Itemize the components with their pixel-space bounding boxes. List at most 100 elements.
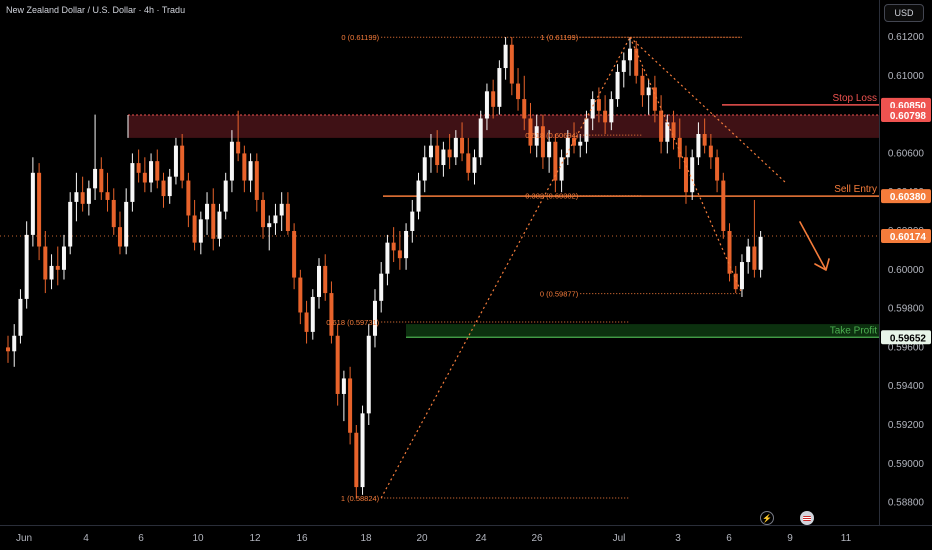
levels-layer: Stop Loss Sell Entry Take Profit — [0, 93, 879, 338]
candle-body — [161, 180, 166, 197]
candle-body — [323, 265, 328, 294]
currency-button[interactable]: USD — [884, 4, 924, 22]
trend-line — [629, 36, 786, 183]
tp-zone — [406, 324, 879, 338]
candle-body — [186, 180, 191, 216]
candle-body — [609, 99, 614, 123]
candle-body — [565, 137, 570, 158]
candle-body — [111, 199, 116, 228]
candle-body — [690, 157, 695, 193]
candle-body — [578, 141, 583, 146]
candle-body — [192, 215, 197, 243]
trend-line — [380, 36, 631, 499]
x-tick-label: 6 — [138, 533, 144, 544]
us-flag-icon[interactable] — [800, 511, 814, 525]
candle-body — [298, 277, 303, 313]
level-label: Stop Loss — [833, 93, 877, 104]
candle-body — [435, 145, 440, 166]
zones-layer — [127, 114, 879, 338]
candle-body — [304, 312, 309, 332]
price-badge-label: 0.60380 — [890, 192, 927, 203]
lightning-icon[interactable]: ⚡ — [760, 511, 774, 525]
candle-body — [211, 203, 216, 239]
candle-body — [348, 378, 353, 433]
fib-label: 0 (0.61199) — [341, 33, 379, 42]
candle-body — [279, 203, 284, 216]
candle-body — [590, 99, 595, 119]
candle-body — [416, 180, 421, 212]
candle-body — [752, 246, 757, 270]
candle-body — [74, 192, 79, 202]
time-axis[interactable]: Jun 4 6 10 12 16 18 20 24 26 Jul 3 6 9 11 — [16, 533, 852, 544]
y-tick-label: 0.59200 — [888, 420, 925, 431]
candle-body — [80, 192, 85, 204]
candle-body — [503, 44, 508, 69]
price-badge-label: 0.60850 — [890, 101, 927, 112]
candle-body — [68, 201, 73, 247]
candle-body — [460, 137, 465, 154]
price-badge — [881, 229, 931, 244]
candle-body — [478, 118, 483, 158]
price-badge — [881, 107, 931, 122]
candle-body — [354, 432, 359, 488]
candle-body — [30, 172, 35, 235]
candle-body — [43, 246, 48, 280]
candle-body — [329, 293, 334, 336]
down-arrow-icon — [799, 221, 830, 271]
candle-body — [267, 223, 272, 228]
candle-body — [149, 161, 154, 183]
candle-body — [422, 157, 427, 181]
candles-layer — [6, 37, 763, 499]
fib-label: 0.618 (0.59731) — [326, 318, 379, 327]
candle-body — [584, 118, 589, 142]
fib-label: 1 (0.61199) — [540, 33, 578, 42]
x-tick-label: Jul — [613, 533, 626, 544]
candle-body — [484, 91, 489, 119]
candle-body — [372, 300, 377, 336]
candle-body — [596, 99, 601, 111]
candle-body — [397, 250, 402, 259]
candle-body — [746, 246, 751, 263]
candle-body — [665, 122, 670, 142]
y-tick-label: 0.61200 — [888, 32, 925, 43]
y-tick-label: 0.59800 — [888, 304, 925, 315]
candle-body — [360, 413, 365, 488]
price-badge — [881, 330, 931, 345]
x-tick-label: Jun — [16, 533, 32, 544]
candle-body — [659, 110, 664, 142]
candle-body — [634, 48, 639, 76]
candle-body — [509, 44, 514, 84]
candle-body — [453, 137, 458, 158]
candle-body — [217, 211, 222, 239]
candle-body — [242, 153, 247, 181]
x-tick-label: 16 — [296, 533, 308, 544]
candle-body — [491, 91, 496, 107]
x-tick-label: 10 — [192, 533, 204, 544]
candle-body — [99, 168, 104, 193]
x-tick-label: 24 — [475, 533, 487, 544]
candle-body — [180, 145, 185, 181]
candle-body — [547, 141, 552, 158]
x-tick-label: 11 — [841, 533, 852, 544]
candle-body — [646, 87, 651, 96]
x-tick-label: 20 — [416, 533, 428, 544]
candle-body — [248, 161, 253, 181]
x-tick-label: 3 — [675, 533, 681, 544]
candle-body — [273, 215, 278, 224]
fib-label: 0 (0.59877) — [540, 290, 579, 299]
candle-body — [404, 231, 409, 259]
candle-body — [173, 145, 178, 177]
candle-body — [61, 246, 66, 270]
candle-body — [708, 145, 713, 158]
candle-body — [758, 236, 763, 270]
candle-body — [696, 134, 701, 158]
candle-body — [603, 110, 608, 123]
candle-body — [93, 168, 98, 189]
candle-body — [628, 48, 632, 61]
candle-body — [261, 199, 266, 228]
candle-body — [441, 149, 446, 166]
candle-body — [522, 99, 527, 119]
candle-body — [652, 87, 657, 111]
price-badge-label: 0.59652 — [890, 333, 927, 344]
